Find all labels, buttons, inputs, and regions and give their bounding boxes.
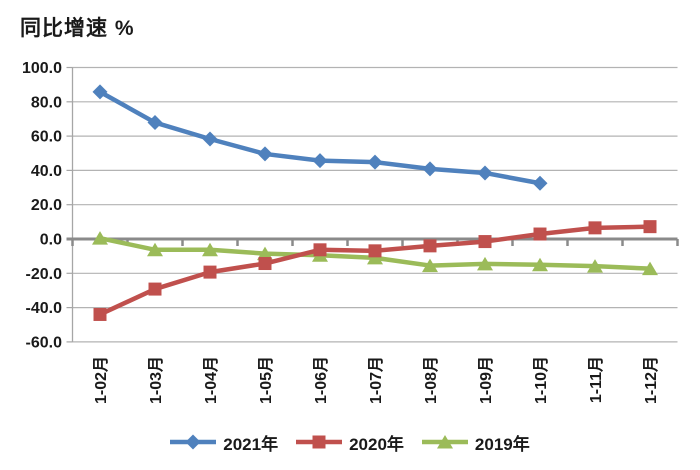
- series-line-2021年: [97, 89, 543, 186]
- series-marker-2020年: [203, 265, 217, 279]
- legend-item-2019年: 2019年: [421, 430, 530, 455]
- y-axis-label: 80.0: [31, 94, 62, 111]
- y-axis-label: -60.0: [26, 334, 63, 351]
- series-marker-2019年: [477, 256, 493, 271]
- series-marker-2020年: [93, 307, 107, 321]
- series-marker-2020年: [368, 244, 382, 258]
- legend-marker-triangle-icon: [421, 435, 468, 449]
- y-axis-label: -20.0: [26, 266, 63, 283]
- x-axis-label: 1-02月: [92, 356, 110, 404]
- series-marker-2019年: [532, 257, 548, 272]
- series-marker-2020年: [533, 227, 547, 241]
- x-axis-label: 1-11月: [587, 356, 605, 403]
- legend-item-2020年: 2020年: [296, 430, 404, 455]
- x-axis-label: 1-04月: [202, 356, 220, 404]
- y-axis-label: 40.0: [31, 163, 62, 180]
- series-marker-2019年: [202, 242, 218, 257]
- series-marker-2021年: [147, 115, 163, 131]
- series-marker-2021年: [92, 84, 108, 100]
- series-marker-2020年: [643, 220, 657, 234]
- legend-marker-diamond-icon: [170, 434, 217, 450]
- series-marker-2020年: [313, 243, 327, 257]
- y-axis-label: 20.0: [31, 197, 62, 214]
- series-marker-2019年: [257, 246, 273, 261]
- series-marker-2019年: [642, 261, 658, 276]
- series-marker-2020年: [148, 282, 162, 296]
- chart-legend: 2021年 2020年 2019年: [0, 427, 700, 457]
- x-axis-label: 1-07月: [367, 356, 385, 404]
- series-marker-2019年: [147, 242, 163, 257]
- series-marker-2021年: [422, 161, 438, 177]
- series-marker-2021年: [312, 153, 328, 169]
- legend-label: 2020年: [349, 434, 404, 454]
- x-axis-label: 1-06月: [312, 356, 330, 404]
- x-axis-label: 1-05月: [257, 356, 275, 404]
- legend-label: 2021年: [223, 434, 279, 454]
- series-marker-2020年: [258, 257, 272, 271]
- series-marker-2021年: [532, 175, 548, 191]
- series-marker-2021年: [367, 154, 383, 170]
- series-marker-2019年: [367, 250, 383, 265]
- chart-title: 同比增速 %: [20, 17, 135, 40]
- y-axis-label: 0.0: [40, 232, 62, 249]
- y-axis-label: -40.0: [26, 300, 63, 317]
- series-marker-2020年: [423, 239, 437, 253]
- series-marker-2020年: [588, 221, 602, 235]
- x-axis-label: 1-12月: [642, 356, 660, 404]
- x-axis-label: 1-10月: [532, 356, 550, 404]
- series-marker-2021年: [257, 146, 273, 162]
- series-marker-2020年: [478, 235, 492, 249]
- x-axis-label: 1-03月: [147, 356, 165, 404]
- series-marker-2019年: [422, 258, 438, 273]
- legend-label: 2019年: [474, 434, 530, 454]
- series-marker-2021年: [477, 165, 493, 181]
- x-axis-label: 1-08月: [422, 356, 440, 404]
- series-marker-2021年: [202, 131, 218, 147]
- series-marker-2019年: [587, 259, 603, 273]
- series-marker-2019年: [92, 231, 108, 245]
- y-axis-label: 100.0: [22, 60, 62, 77]
- y-axis-label: 60.0: [31, 129, 62, 146]
- legend-marker-square-icon: [296, 435, 343, 449]
- legend-item-2021年: 2021年: [170, 430, 278, 455]
- x-axis-label: 1-09月: [477, 356, 495, 404]
